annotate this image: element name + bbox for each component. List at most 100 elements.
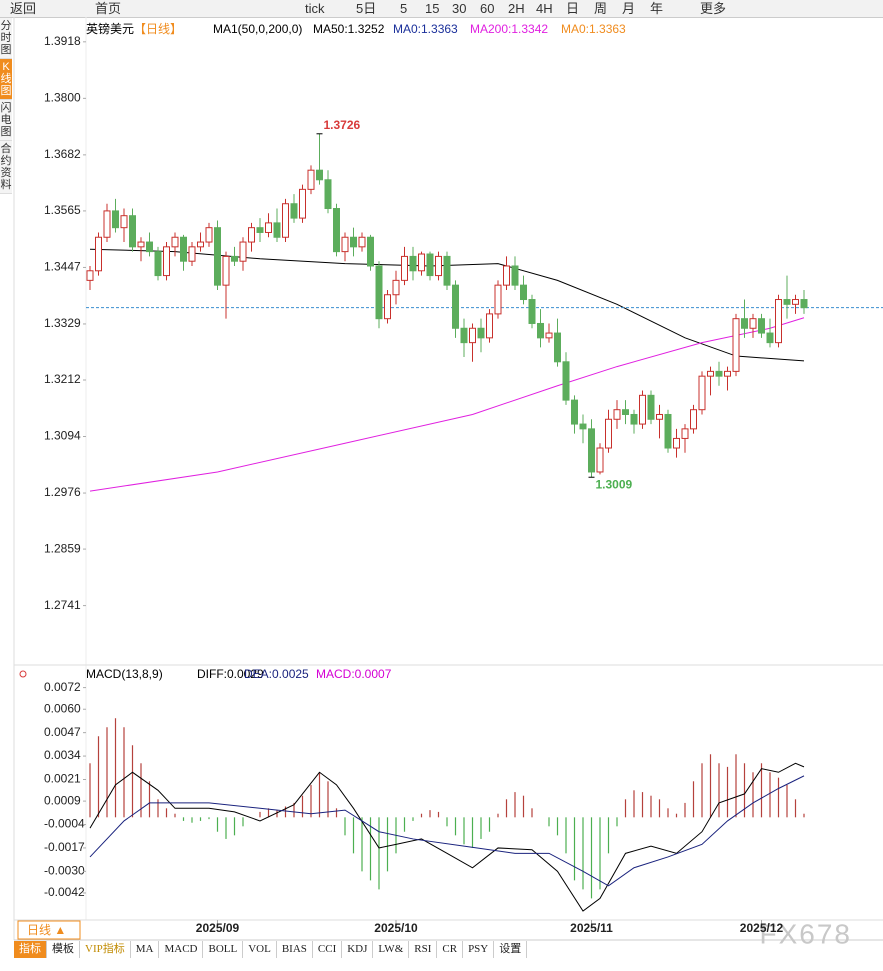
indicator-tab[interactable]: BIAS — [277, 941, 313, 958]
sidebar-tab[interactable]: 分时图 — [0, 18, 12, 59]
indicator-tab[interactable]: 模板 — [47, 941, 80, 958]
candle-body — [656, 413, 663, 420]
indicator-tab[interactable]: VIP指标 — [80, 941, 131, 958]
y-tick-label: 1.3329 — [44, 316, 81, 330]
indicator-tab[interactable]: MA — [131, 941, 160, 958]
candle-body — [154, 251, 162, 277]
legend-entry: DEA:0.0025 — [244, 667, 309, 681]
candle-body — [452, 284, 459, 329]
candle-body — [639, 394, 646, 425]
candle-body — [528, 299, 536, 324]
candle-body — [690, 409, 697, 430]
watermark: FX678 — [760, 918, 853, 949]
y-tick-label: -0.0004 — [44, 817, 85, 831]
indicator-tab[interactable]: VOL — [243, 941, 277, 958]
candle-body — [112, 210, 119, 229]
sidebar-tab[interactable]: 合约资料 — [0, 141, 12, 194]
candle-body — [698, 375, 706, 411]
indicator-tab[interactable]: 指标 — [14, 941, 47, 958]
toolbar-button[interactable]: 更多 — [700, 1, 727, 16]
candle-body — [137, 241, 145, 248]
candle-body — [256, 227, 264, 233]
indicator-tab[interactable]: RSI — [409, 941, 438, 958]
y-tick-label: 0.0021 — [44, 772, 81, 786]
candle-body — [163, 246, 170, 277]
y-tick-label: 1.3447 — [44, 260, 81, 274]
indicator-line — [89, 317, 805, 492]
toolbar-button[interactable]: 年 — [650, 1, 664, 16]
toolbar-button[interactable]: tick — [305, 1, 325, 16]
candle-body — [707, 370, 714, 377]
candle-body — [214, 227, 221, 286]
candle-body — [732, 318, 740, 372]
y-tick-label: 1.3212 — [44, 372, 81, 386]
indicator-tab[interactable]: LW& — [373, 941, 410, 958]
candle-body — [503, 265, 510, 286]
candle-body — [265, 222, 272, 233]
candle-body — [358, 236, 366, 248]
candle-body — [766, 332, 774, 344]
toolbar-button[interactable]: 返回 — [10, 1, 37, 16]
toolbar-button[interactable]: 日 — [566, 1, 580, 16]
toolbar-button[interactable]: 5日 — [356, 1, 377, 16]
toolbar-button[interactable]: 2H — [508, 1, 525, 16]
period-tag[interactable]: 日线 ▲ — [27, 923, 66, 937]
toolbar-button[interactable]: 30 — [452, 1, 467, 16]
annotation-label: 1.3009 — [596, 477, 633, 491]
toolbar-button[interactable]: 5 — [400, 1, 408, 16]
candle-body — [613, 409, 621, 420]
toolbar-button[interactable]: 周 — [594, 1, 608, 16]
toolbar-button[interactable]: 4H — [536, 1, 553, 16]
candle-body — [367, 236, 374, 267]
toolbar-button[interactable]: 月 — [622, 1, 636, 16]
indicator-line — [89, 775, 805, 887]
candle-body — [180, 236, 187, 262]
candle-body — [800, 299, 808, 309]
candle-body — [605, 418, 612, 449]
candle-body — [664, 413, 672, 449]
candle-body — [282, 203, 289, 238]
toolbar: 返回 首页 tick 5日 5 15 30 60 2H 4H 日周月年 更多 — [0, 0, 883, 18]
sidebar-tab[interactable]: 闪电图 — [0, 100, 12, 141]
toolbar-button[interactable]: 15 — [425, 1, 440, 16]
candle-body — [188, 246, 196, 262]
indicator-tab[interactable]: BOLL — [203, 941, 244, 958]
settings-icon[interactable] — [19, 670, 27, 678]
candle-body — [571, 399, 578, 425]
candle-body — [673, 437, 680, 449]
candle-body — [120, 215, 128, 229]
candle-body — [741, 318, 748, 329]
toolbar-button[interactable]: 首页 — [95, 1, 122, 16]
legend-entry: MA0:1.3363 — [393, 22, 458, 36]
y-tick-label: 1.3800 — [44, 91, 81, 105]
toolbar-button[interactable]: 60 — [480, 1, 495, 16]
candle-body — [273, 222, 281, 238]
candle-body — [435, 255, 442, 277]
indicator-tab[interactable]: CCI — [313, 941, 343, 958]
candle-body — [341, 236, 349, 253]
indicator-tab[interactable]: CR — [437, 941, 464, 958]
candle-body — [783, 299, 791, 305]
candle-body — [460, 327, 468, 344]
indicator-name: MACD(13,8,9) — [86, 667, 163, 681]
y-tick-label: -0.0030 — [44, 864, 85, 878]
y-tick-label: 1.2859 — [44, 541, 81, 555]
sidebar-tab[interactable]: K线图 — [0, 59, 12, 100]
period-tag-box[interactable] — [17, 920, 81, 940]
legend-entry: DIFF:0.0029 — [197, 667, 264, 681]
candle-body — [630, 413, 638, 425]
y-tick-label: -0.0017 — [44, 840, 85, 854]
candle-body — [622, 409, 629, 415]
x-tick-label: 2025/11 — [570, 921, 613, 935]
candle-body — [95, 236, 102, 272]
candle-body — [205, 227, 213, 243]
legend-entry: MA0:1.3363 — [561, 22, 626, 36]
candle-body — [477, 327, 485, 339]
y-tick-label: 0.0047 — [44, 725, 81, 739]
indicator-tab[interactable]: KDJ — [342, 941, 374, 958]
indicator-tab[interactable]: MACD — [159, 941, 204, 958]
sidebar: 分时图 K线图 闪电图 合约资料 — [0, 18, 13, 194]
indicator-tab[interactable]: 设置 — [494, 941, 528, 958]
indicator-tab[interactable]: PSY — [463, 941, 495, 958]
